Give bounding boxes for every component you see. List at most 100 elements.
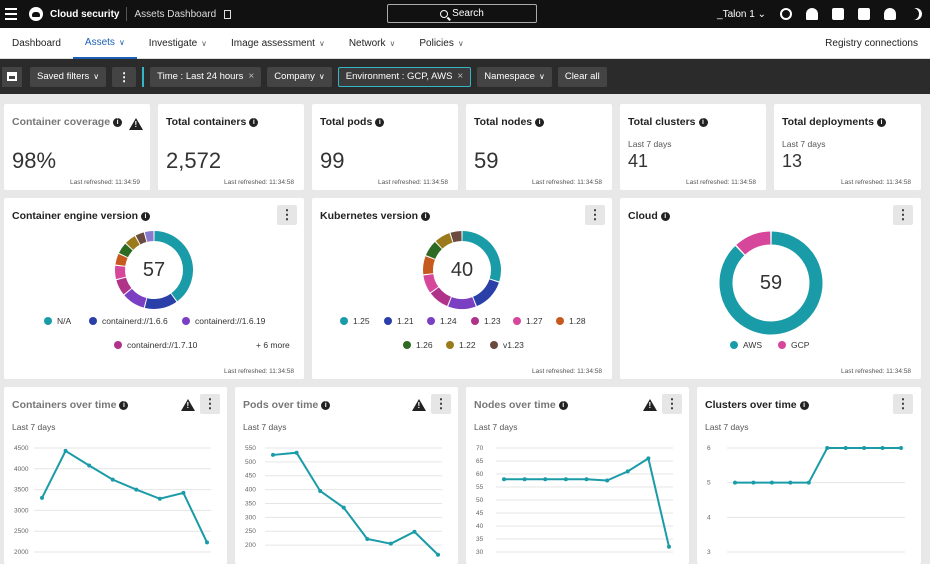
info-icon[interactable]: i	[876, 118, 886, 127]
donut-segment[interactable]	[118, 243, 133, 258]
data-point[interactable]	[63, 448, 68, 453]
card-menu-button[interactable]: ⋮	[893, 205, 913, 225]
data-point[interactable]	[788, 480, 793, 485]
data-point[interactable]	[294, 450, 299, 455]
user-menu[interactable]: _Talon 1 ⌄	[717, 9, 766, 20]
donut-segment[interactable]	[135, 232, 147, 245]
donut-segment[interactable]	[116, 277, 132, 295]
data-point[interactable]	[205, 540, 209, 545]
card-menu-button[interactable]: ⋮	[893, 394, 913, 414]
layout-toggle-button[interactable]	[2, 66, 22, 87]
time-filter-chip[interactable]: Time : Last 24 hours ×	[150, 66, 262, 87]
data-point[interactable]	[769, 480, 774, 485]
donut-segment[interactable]	[125, 236, 140, 250]
data-point[interactable]	[646, 456, 651, 461]
settings-icon[interactable]	[780, 8, 792, 20]
donut-segment[interactable]	[736, 231, 771, 255]
legend-item[interactable]: AWS	[730, 340, 762, 350]
legend-item[interactable]: 1.28	[556, 316, 586, 326]
donut-segment[interactable]	[423, 256, 435, 275]
donut-segment[interactable]	[124, 288, 147, 308]
data-point[interactable]	[806, 480, 811, 485]
warning-icon[interactable]	[129, 118, 143, 130]
info-icon[interactable]: i	[119, 401, 129, 410]
data-point[interactable]	[341, 505, 346, 510]
card-menu-button[interactable]: ⋮	[662, 394, 682, 414]
info-icon[interactable]: i	[558, 401, 568, 410]
tab-network[interactable]: Network ∨	[337, 28, 408, 59]
tab-assets[interactable]: Assets ∨	[72, 28, 137, 59]
clear-all-button[interactable]: Clear all	[557, 66, 607, 87]
command-icon[interactable]	[858, 8, 870, 20]
donut-segment[interactable]	[115, 253, 128, 267]
legend-item[interactable]: containerd://1.6.19	[182, 316, 265, 326]
info-icon[interactable]: i	[421, 212, 431, 221]
info-icon[interactable]: i	[113, 118, 123, 127]
legend-item[interactable]: N/A	[44, 316, 71, 326]
donut-segment[interactable]	[435, 233, 453, 249]
close-icon[interactable]: ×	[248, 71, 255, 82]
donut-segment[interactable]	[472, 279, 499, 307]
legend-item[interactable]: 1.22	[446, 340, 476, 350]
data-point[interactable]	[751, 480, 756, 485]
donut-segment[interactable]	[462, 231, 501, 282]
legend-item[interactable]: 1.23	[471, 316, 501, 326]
namespace-filter-dropdown[interactable]: Namespace ∨	[477, 66, 552, 87]
card-menu-button[interactable]: ⋮	[277, 205, 297, 225]
warning-icon[interactable]	[412, 399, 426, 411]
bookmark-icon[interactable]	[224, 9, 232, 19]
theme-toggle-icon[interactable]	[910, 8, 922, 20]
data-point[interactable]	[843, 446, 848, 450]
legend-item[interactable]: 1.24	[427, 316, 457, 326]
data-point[interactable]	[181, 490, 186, 495]
data-point[interactable]	[667, 544, 671, 549]
data-point[interactable]	[412, 529, 417, 534]
data-point[interactable]	[40, 495, 44, 500]
data-point[interactable]	[157, 496, 162, 501]
data-point[interactable]	[436, 552, 440, 557]
data-point[interactable]	[365, 536, 370, 541]
legend-item[interactable]: 1.27	[513, 316, 543, 326]
filter-options-button[interactable]: ⋮	[112, 66, 137, 87]
donut-segment[interactable]	[115, 265, 126, 280]
data-point[interactable]	[388, 541, 393, 546]
donut-segment[interactable]	[448, 297, 476, 309]
donut-segment[interactable]	[144, 293, 177, 309]
legend-item[interactable]: containerd://1.6.6	[89, 316, 168, 326]
documents-icon[interactable]	[832, 8, 844, 20]
hamburger-menu-icon[interactable]	[5, 8, 25, 20]
card-menu-button[interactable]: ⋮	[431, 394, 451, 414]
data-point[interactable]	[502, 477, 506, 482]
donut-segment[interactable]	[154, 231, 193, 302]
data-point[interactable]	[543, 477, 548, 482]
info-icon[interactable]: i	[249, 118, 259, 127]
company-filter-dropdown[interactable]: Company ∨	[267, 66, 332, 87]
data-point[interactable]	[134, 487, 139, 492]
user-icon[interactable]	[884, 8, 896, 20]
data-point[interactable]	[733, 480, 737, 485]
tab-image-assessment[interactable]: Image assessment ∨	[219, 28, 337, 59]
legend-item[interactable]: 1.26	[403, 340, 433, 350]
data-point[interactable]	[563, 477, 568, 482]
data-point[interactable]	[862, 446, 867, 450]
info-icon[interactable]: i	[141, 212, 151, 221]
info-icon[interactable]: i	[535, 118, 545, 127]
registry-connections-link[interactable]: Registry connections	[825, 37, 918, 49]
legend-item[interactable]: 1.21	[384, 316, 414, 326]
info-icon[interactable]: i	[660, 212, 670, 221]
data-point[interactable]	[584, 477, 589, 482]
tab-investigate[interactable]: Investigate ∨	[137, 28, 219, 59]
data-point[interactable]	[522, 477, 527, 482]
tab-dashboard[interactable]: Dashboard	[0, 28, 73, 59]
donut-segment[interactable]	[719, 231, 823, 335]
close-icon[interactable]: ×	[457, 71, 464, 82]
data-point[interactable]	[87, 463, 92, 468]
info-icon[interactable]: i	[799, 401, 809, 410]
donut-segment[interactable]	[450, 231, 462, 243]
warning-icon[interactable]	[181, 399, 195, 411]
saved-filters-dropdown[interactable]: Saved filters ∨	[30, 66, 107, 87]
warning-icon[interactable]	[643, 399, 657, 411]
breadcrumb[interactable]: Assets Dashboard	[134, 8, 217, 20]
data-point[interactable]	[625, 469, 630, 474]
data-point[interactable]	[880, 446, 885, 450]
